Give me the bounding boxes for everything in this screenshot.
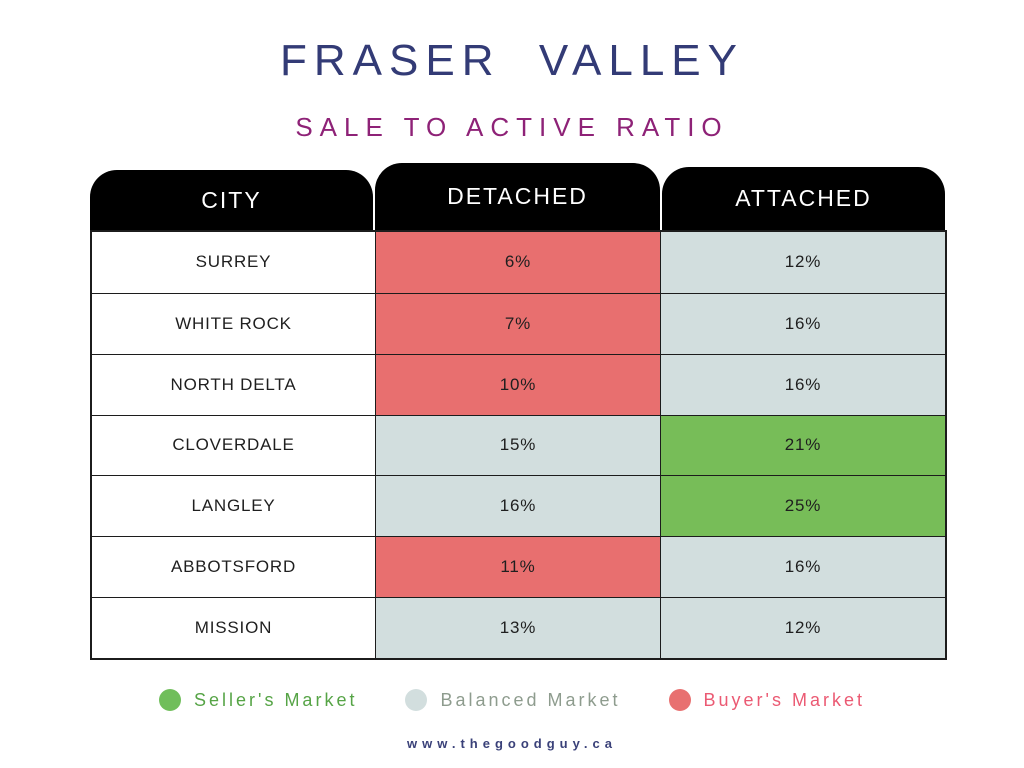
city-cell: LANGLEY: [92, 475, 375, 537]
detached-ratio-cell: 15%: [375, 414, 660, 476]
buyer-market-dot-icon: [668, 689, 691, 711]
table-row: NORTH DELTA 10% 16%: [92, 353, 945, 415]
legend-item-sellers-market: Seller's Market: [158, 689, 358, 711]
table-header-row: CITY DETACHED ATTACHED: [90, 163, 947, 230]
page-subtitle: SALE TO ACTIVE RATIO: [295, 112, 729, 142]
city-cell: SURREY: [92, 232, 375, 293]
detached-ratio-cell: 11%: [375, 536, 660, 598]
table-row: MISSION 13% 12%: [92, 597, 945, 658]
attached-ratio-cell: 21%: [660, 414, 945, 476]
attached-ratio-cell: 16%: [660, 292, 945, 354]
column-header-detached: DETACHED: [375, 163, 660, 230]
attached-ratio-cell: 16%: [660, 353, 945, 415]
attached-ratio-cell: 25%: [660, 475, 945, 537]
legend-label: Seller's Market: [193, 689, 358, 710]
detached-ratio-cell: 6%: [375, 232, 660, 293]
city-cell: MISSION: [92, 597, 375, 658]
legend-label: Buyer's Market: [703, 689, 866, 710]
column-header-attached: ATTACHED: [662, 167, 945, 230]
legend-item-balanced-market: Balanced Market: [405, 689, 620, 711]
city-cell: ABBOTSFORD: [92, 536, 375, 598]
detached-ratio-cell: 7%: [375, 292, 660, 354]
balanced-market-dot-icon: [405, 689, 428, 711]
page-title: FRASER VALLEY: [280, 36, 744, 85]
legend-label: Balanced Market: [440, 689, 621, 710]
city-cell: CLOVERDALE: [92, 414, 375, 476]
table-row: SURREY 6% 12%: [92, 232, 945, 293]
market-legend: Seller's Market Balanced Market Buyer's …: [0, 689, 1024, 711]
city-cell: NORTH DELTA: [92, 353, 375, 415]
table-body: SURREY 6% 12% WHITE ROCK 7% 16% NORTH DELTA 10%…: [90, 230, 947, 660]
table-row: LANGLEY 16% 25%: [92, 475, 945, 537]
detached-ratio-cell: 13%: [375, 597, 660, 658]
attached-ratio-cell: 12%: [660, 597, 945, 658]
detached-ratio-cell: 16%: [375, 475, 660, 537]
city-cell: WHITE ROCK: [92, 292, 375, 354]
sale-to-active-ratio-table: CITY DETACHED ATTACHED SURREY 6% 12% WHITE …: [90, 163, 947, 660]
seller-market-dot-icon: [158, 689, 181, 711]
website-url: www.thegoodguy.ca: [407, 736, 617, 751]
table-row: ABBOTSFORD 11% 16%: [92, 536, 945, 598]
attached-ratio-cell: 16%: [660, 536, 945, 598]
table-row: CLOVERDALE 15% 21%: [92, 414, 945, 476]
table-row: WHITE ROCK 7% 16%: [92, 292, 945, 354]
legend-item-buyers-market: Buyer's Market: [668, 689, 866, 711]
column-header-city: CITY: [90, 170, 373, 230]
detached-ratio-cell: 10%: [375, 353, 660, 415]
attached-ratio-cell: 12%: [660, 232, 945, 293]
